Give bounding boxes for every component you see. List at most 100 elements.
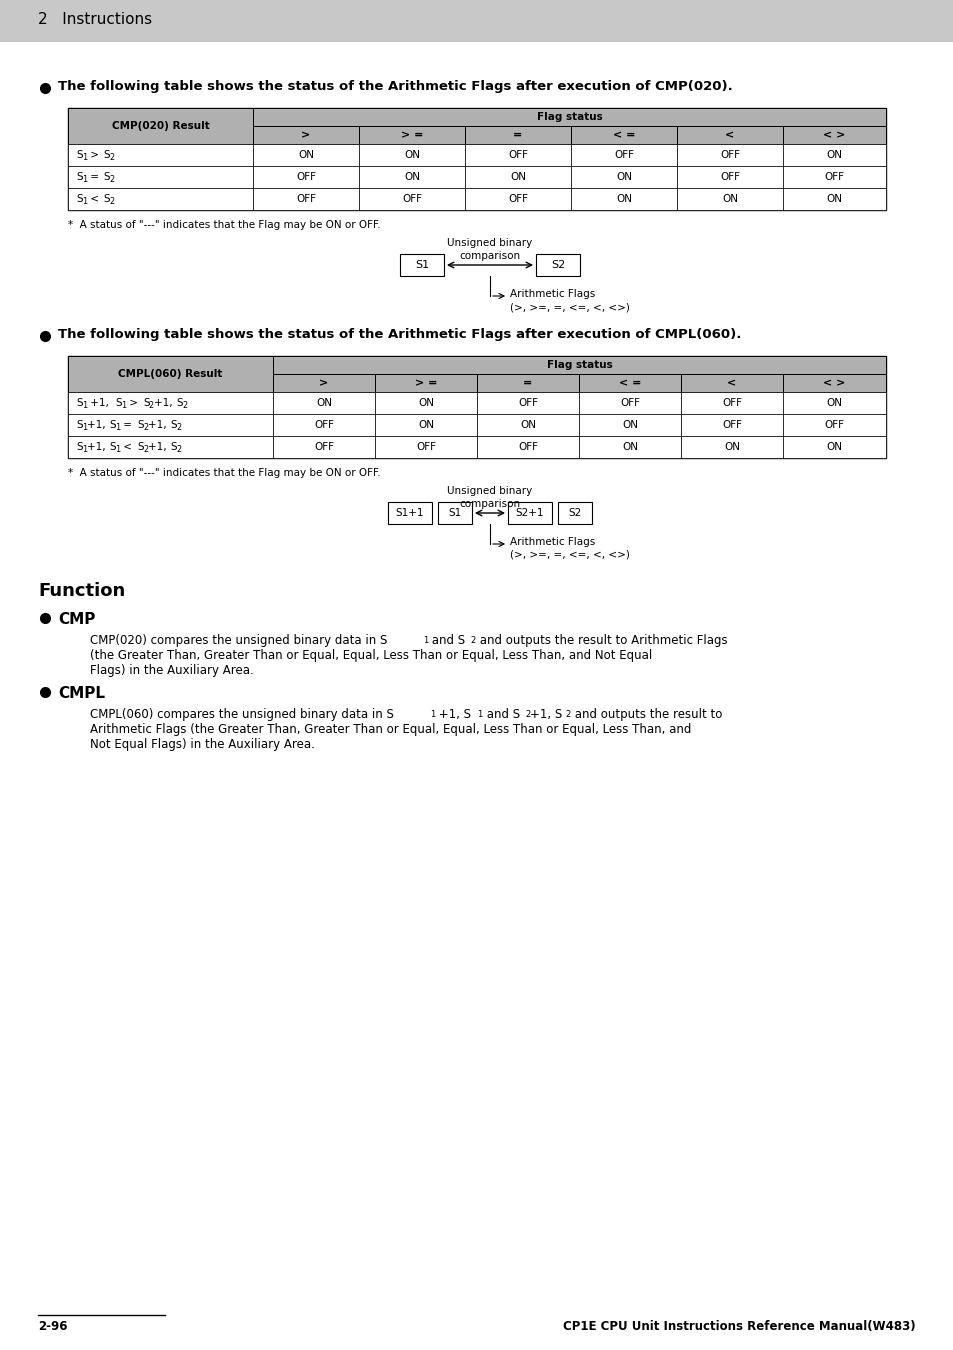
Bar xyxy=(578,392,680,414)
Bar xyxy=(578,414,680,436)
Bar xyxy=(782,374,885,392)
Bar xyxy=(253,166,358,188)
Text: S: S xyxy=(76,171,83,182)
Bar xyxy=(578,374,680,392)
Text: =: = xyxy=(513,130,522,140)
Text: ON: ON xyxy=(621,441,638,452)
Text: OFF: OFF xyxy=(314,441,334,452)
Text: (>, >=, =, <=, <, <>): (>, >=, =, <=, <, <>) xyxy=(510,302,629,312)
Text: < =: < = xyxy=(618,378,640,387)
Text: OFF: OFF xyxy=(721,398,741,408)
Text: S: S xyxy=(104,194,111,204)
Bar xyxy=(476,414,578,436)
Bar xyxy=(68,108,885,211)
Bar xyxy=(782,436,885,458)
Text: < =: < = xyxy=(612,130,635,140)
Text: +1, S: +1, S xyxy=(530,707,562,721)
Bar xyxy=(680,374,782,392)
Text: *  A status of "---" indicates that the Flag may be ON or OFF.: * A status of "---" indicates that the F… xyxy=(68,220,380,230)
Text: (the Greater Than, Greater Than or Equal, Equal, Less Than or Equal, Less Than, : (the Greater Than, Greater Than or Equal… xyxy=(90,649,652,662)
Text: 1: 1 xyxy=(422,636,428,645)
Text: The following table shows the status of the Arithmetic Flags after execution of : The following table shows the status of … xyxy=(58,80,732,93)
Bar xyxy=(782,188,885,211)
Bar xyxy=(358,144,464,166)
Bar xyxy=(68,166,253,188)
Text: OFF: OFF xyxy=(416,441,436,452)
Bar xyxy=(571,166,677,188)
Bar xyxy=(558,502,592,524)
Text: CMP: CMP xyxy=(58,612,95,626)
Text: Not Equal Flags) in the Auxiliary Area.: Not Equal Flags) in the Auxiliary Area. xyxy=(90,738,314,751)
Text: 1: 1 xyxy=(82,153,87,162)
Text: The following table shows the status of the Arithmetic Flags after execution of : The following table shows the status of … xyxy=(58,328,740,342)
Bar xyxy=(571,188,677,211)
Text: S2: S2 xyxy=(550,261,564,270)
Bar xyxy=(68,144,253,166)
Text: 2: 2 xyxy=(565,710,571,720)
Bar xyxy=(680,414,782,436)
Text: Unsigned binary: Unsigned binary xyxy=(447,486,532,495)
Bar xyxy=(358,188,464,211)
Text: <: < xyxy=(726,378,736,387)
Bar xyxy=(399,254,443,275)
Text: >: > xyxy=(319,378,328,387)
Text: Flag status: Flag status xyxy=(546,360,612,370)
Text: 1: 1 xyxy=(82,446,87,454)
Text: S: S xyxy=(76,420,83,431)
Text: > =: > = xyxy=(415,378,436,387)
Text: > =: > = xyxy=(400,130,423,140)
Text: comparison: comparison xyxy=(459,251,520,261)
Text: CMP(020) Result: CMP(020) Result xyxy=(112,122,209,131)
Text: +1,: +1, xyxy=(87,398,112,408)
Text: 2: 2 xyxy=(149,401,153,410)
Text: ON: ON xyxy=(403,150,419,161)
Text: OFF: OFF xyxy=(823,420,843,431)
Bar xyxy=(0,0,953,42)
Text: Flags) in the Auxiliary Area.: Flags) in the Auxiliary Area. xyxy=(90,664,253,676)
Text: ON: ON xyxy=(315,398,332,408)
Text: CMPL(060) Result: CMPL(060) Result xyxy=(118,369,222,379)
Bar xyxy=(68,392,273,414)
Text: ON: ON xyxy=(825,441,841,452)
Bar xyxy=(571,144,677,166)
Text: =: = xyxy=(120,420,135,431)
Text: Arithmetic Flags (the Greater Than, Greater Than or Equal, Equal, Less Than or E: Arithmetic Flags (the Greater Than, Grea… xyxy=(90,724,691,736)
Text: +1,: +1, xyxy=(148,441,170,452)
Text: =: = xyxy=(523,378,532,387)
Text: 1: 1 xyxy=(82,176,87,184)
Text: 1: 1 xyxy=(430,710,435,720)
Text: OFF: OFF xyxy=(314,420,334,431)
Text: S: S xyxy=(76,398,83,408)
Text: S: S xyxy=(137,441,144,452)
Text: 2: 2 xyxy=(143,423,148,432)
Text: ON: ON xyxy=(721,194,738,204)
Text: S: S xyxy=(76,150,83,161)
Text: 2: 2 xyxy=(470,636,476,645)
Text: ON: ON xyxy=(616,194,631,204)
Bar xyxy=(388,502,432,524)
Bar xyxy=(464,126,571,144)
Bar xyxy=(476,436,578,458)
Text: S2: S2 xyxy=(568,508,581,518)
Text: =: = xyxy=(87,171,102,182)
Text: OFF: OFF xyxy=(517,441,537,452)
Text: 2: 2 xyxy=(110,176,114,184)
Text: ON: ON xyxy=(403,171,419,182)
Text: S: S xyxy=(104,171,111,182)
Text: OFF: OFF xyxy=(720,171,740,182)
Text: comparison: comparison xyxy=(459,500,520,509)
Text: OFF: OFF xyxy=(507,150,527,161)
Text: S: S xyxy=(76,441,83,452)
Text: OFF: OFF xyxy=(295,171,315,182)
Text: ON: ON xyxy=(621,420,638,431)
Text: 2   Instructions: 2 Instructions xyxy=(38,12,152,27)
Text: 2: 2 xyxy=(176,446,181,454)
Text: S: S xyxy=(171,420,177,431)
Text: 2: 2 xyxy=(143,446,148,454)
Text: 1: 1 xyxy=(477,710,482,720)
Text: 1: 1 xyxy=(82,401,87,410)
Text: >: > xyxy=(301,130,311,140)
Bar xyxy=(375,392,476,414)
Bar xyxy=(253,108,885,126)
Text: S1: S1 xyxy=(415,261,429,270)
